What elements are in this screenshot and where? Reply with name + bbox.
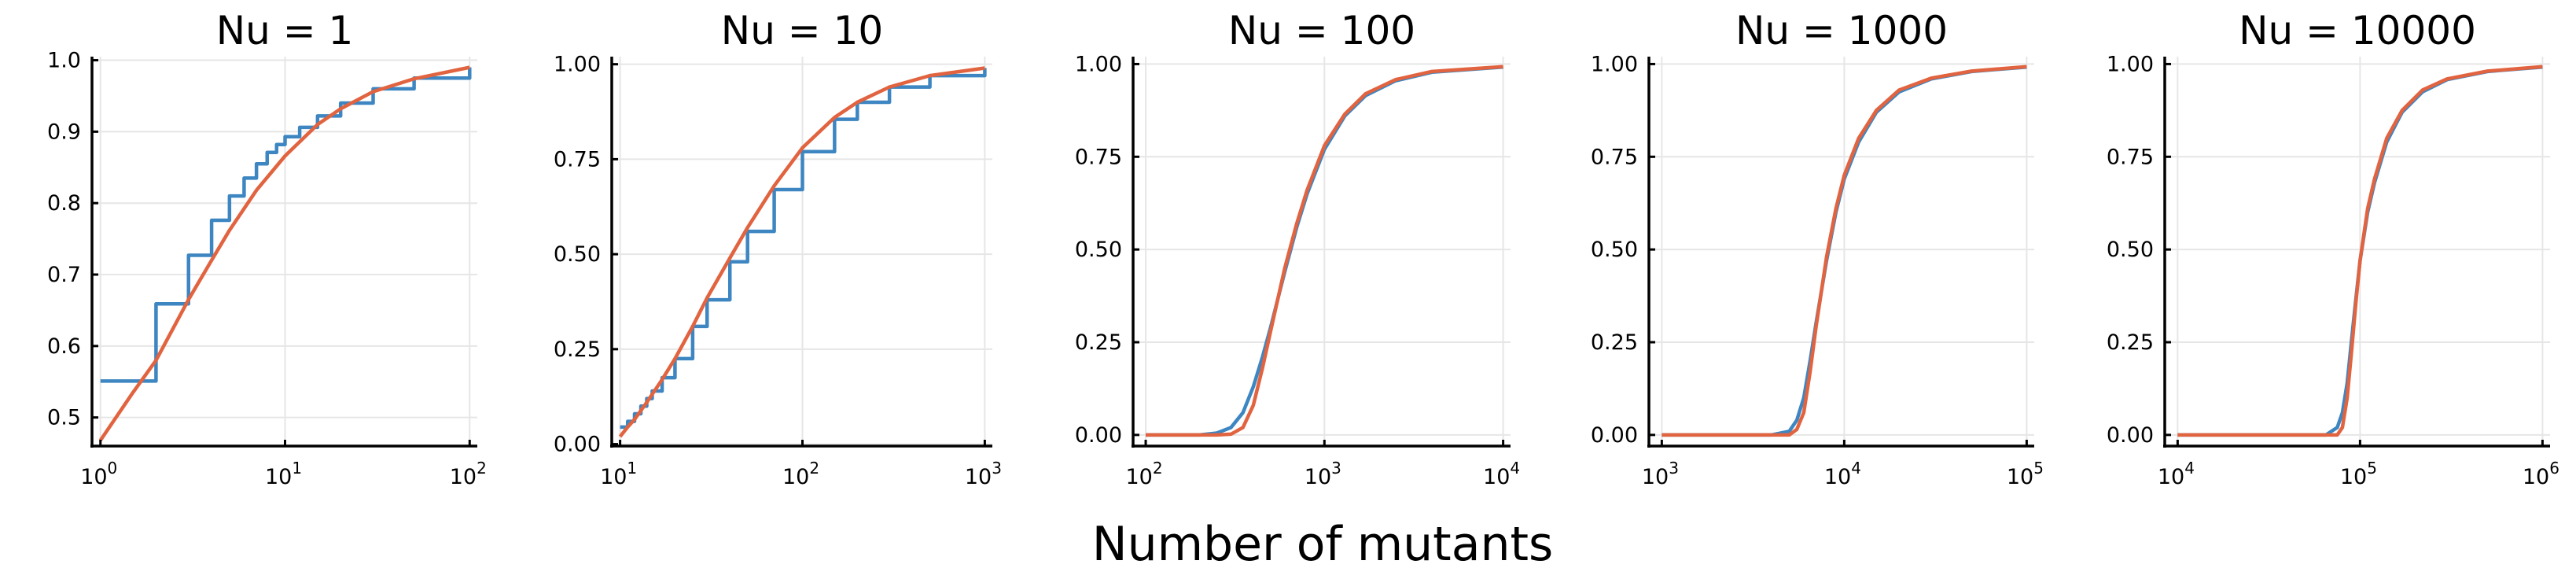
- panel-2: 0.00 0.25 0.50 0.75 1.00 101 102 103 Nu = 10: [554, 8, 1002, 489]
- y-tick-label: 1.0: [47, 49, 81, 73]
- panel-title: Nu = 10000: [2239, 8, 2476, 53]
- y-tick-label: 0.00: [1591, 423, 1638, 448]
- panel-5: 0.00 0.25 0.50 0.75 1.00 104 105 106 Nu = 10000: [2107, 8, 2559, 489]
- y-tick-label: 0.7: [47, 263, 81, 287]
- y-tick-label: 0.00: [1075, 423, 1122, 448]
- series-line-2: [618, 66, 985, 438]
- y-tick-label: 1.00: [2107, 52, 2154, 76]
- x-tick-label: 100: [80, 459, 117, 489]
- y-tick-label: 0.6: [47, 334, 81, 359]
- y-tick-label: 0.00: [2107, 423, 2154, 448]
- y-tick-label: 1.00: [1075, 52, 1122, 76]
- x-tick-label: 105: [2007, 459, 2044, 489]
- y-tick-label: 0.50: [554, 242, 601, 267]
- series-line-1: [100, 67, 472, 383]
- x-tick-label: 103: [965, 459, 1002, 489]
- x-tick-label: 102: [1125, 459, 1162, 489]
- series-line-2: [1662, 65, 2027, 437]
- y-tick-label: 0.25: [554, 337, 601, 362]
- y-tick-label: 0.9: [47, 120, 81, 144]
- y-tick-label: 0.75: [1075, 145, 1122, 169]
- x-axis-label: Number of mutants: [1092, 517, 1554, 572]
- panel-4: 0.00 0.25 0.50 0.75 1.00 103 104 105 Nu = 1000: [1591, 8, 2044, 489]
- panel-1: 0.5 0.6 0.7 0.8 0.9 1.0 100 101 102 Nu = 1: [47, 8, 487, 489]
- x-tick-label: 103: [1305, 459, 1341, 489]
- panel-3: 0.00 0.25 0.50 0.75 1.00 102 103 104 Nu = 100: [1075, 8, 1520, 489]
- y-tick-label: 0.00: [554, 433, 601, 457]
- series-line-2: [1146, 65, 1503, 437]
- panel-title: Nu = 1000: [1735, 8, 1948, 53]
- y-tick-label: 0.50: [1591, 238, 1638, 262]
- series-line-2: [2177, 65, 2543, 437]
- y-tick-label: 0.25: [1591, 330, 1638, 355]
- panel-title: Nu = 100: [1228, 8, 1415, 53]
- x-tick-label: 104: [2158, 459, 2195, 489]
- panel-title: Nu = 10: [721, 8, 883, 53]
- series-line-2: [98, 65, 470, 441]
- x-tick-label: 104: [1483, 459, 1520, 489]
- x-tick-label: 101: [600, 459, 637, 489]
- y-tick-label: 1.00: [554, 53, 601, 77]
- x-tick-label: 102: [782, 459, 819, 489]
- x-tick-label: 106: [2523, 459, 2559, 489]
- x-tick-label: 101: [265, 459, 302, 489]
- x-tick-label: 105: [2340, 459, 2377, 489]
- y-tick-label: 0.75: [1591, 145, 1638, 169]
- y-tick-label: 0.50: [1075, 238, 1122, 262]
- y-tick-label: 0.25: [1075, 330, 1122, 355]
- x-tick-label: 104: [1824, 459, 1861, 489]
- y-tick-label: 0.25: [2107, 330, 2154, 355]
- panel-title: Nu = 1: [216, 8, 354, 53]
- y-tick-label: 0.75: [554, 147, 601, 171]
- y-tick-label: 0.50: [2107, 238, 2154, 262]
- y-tick-label: 1.00: [1591, 52, 1638, 76]
- x-tick-label: 103: [1642, 459, 1679, 489]
- y-tick-label: 0.75: [2107, 145, 2154, 169]
- x-tick-label: 102: [450, 459, 487, 489]
- y-tick-label: 0.8: [47, 191, 81, 216]
- y-tick-label: 0.5: [47, 406, 81, 430]
